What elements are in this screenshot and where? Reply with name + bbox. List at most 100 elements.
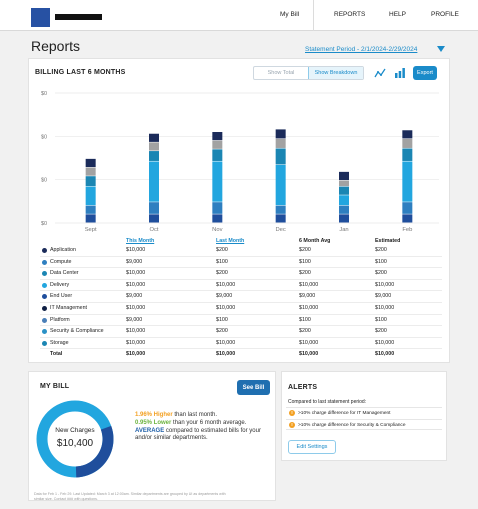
row-label: Application <box>50 247 76 253</box>
nav-reports[interactable]: REPORTS <box>334 11 366 18</box>
statement-period-selector[interactable]: Statement Period - 2/1/2024-2/29/2024 <box>305 46 418 53</box>
bar-segment <box>402 161 413 202</box>
bar-segment <box>339 180 349 187</box>
alerts-card: ALERTS Compared to last statement period… <box>281 371 447 461</box>
y-tick-label: $0 <box>41 91 47 97</box>
top-nav-bar: My Bill REPORTS HELP PROFILE <box>0 0 478 31</box>
row-label: IT Management <box>50 304 88 311</box>
table-header-row: This Month Last Month 6 Month Avg Estima… <box>40 236 442 245</box>
legend-dot <box>42 305 47 311</box>
alerts-title: ALERTS <box>288 384 318 391</box>
row-label: Data Center <box>50 270 79 277</box>
alert-item[interactable]: ! >10% charge difference for IT Manageme… <box>286 407 442 418</box>
row-label: End User <box>50 293 73 300</box>
bar-segment <box>85 186 96 206</box>
legend-dot <box>42 340 47 346</box>
header-estimated: Estimated <box>375 238 401 244</box>
comparison-average: AVERAGE compared to estimated bills for … <box>135 428 261 442</box>
cell-estimated: $100 <box>375 258 387 265</box>
cell-6-month-avg: $200 <box>299 270 311 277</box>
total-estimated: $10,000 <box>375 351 395 358</box>
table-row: End User $9,000 $9,000 $9,000 $9,000 <box>40 291 442 303</box>
table-row: Delivery $10,000 $10,000 $10,000 $10,000 <box>40 280 442 292</box>
view-toggle: Show Total Show Breakdown <box>253 66 364 80</box>
company-logo[interactable] <box>31 8 50 27</box>
alert-item[interactable]: ! >10% charge difference for Security & … <box>286 419 442 430</box>
cell-estimated: $200 <box>375 270 387 277</box>
see-bill-button[interactable]: See Bill <box>237 380 270 395</box>
my-bill-title: MY BILL <box>40 383 70 390</box>
cell-6-month-avg: $9,000 <box>299 293 316 300</box>
table-row: Compute $9,000 $100 $100 $100 <box>40 257 442 269</box>
bar-segment <box>212 161 223 202</box>
x-tick-label: Sept <box>85 227 97 233</box>
show-breakdown-button[interactable]: Show Breakdown <box>308 67 363 79</box>
cell-this-month: $10,000 <box>126 339 146 346</box>
bar-segment <box>275 164 286 206</box>
header-last-month[interactable]: Last Month <box>216 238 245 244</box>
line-chart-icon[interactable] <box>374 67 386 79</box>
billing-bar-chart: $0 $0 $0 $0 Sept Oct Nov Dec Jan Feb <box>41 91 439 233</box>
page-title: Reports <box>31 38 81 54</box>
y-tick-label: $0 <box>41 178 47 184</box>
y-tick-label: $0 <box>41 134 47 140</box>
bar-segment <box>275 129 286 139</box>
cell-this-month: $10,000 <box>126 328 146 335</box>
bar-segment <box>212 149 223 161</box>
bar-segment <box>339 186 349 195</box>
header-this-month[interactable]: This Month <box>126 238 155 244</box>
bar-segment <box>149 161 159 202</box>
cell-last-month: $200 <box>216 270 228 277</box>
bar-segment <box>212 214 223 223</box>
cell-this-month: $9,000 <box>126 316 143 323</box>
bar-segment <box>339 205 349 214</box>
total-last-month: $10,000 <box>216 351 236 358</box>
comparison-lower: 0.95% Lower than your 6 month average. <box>135 420 247 426</box>
bar-chart-icon[interactable] <box>394 67 406 79</box>
bar-segment <box>212 202 223 214</box>
show-total-button[interactable]: Show Total <box>267 70 295 76</box>
legend-dot <box>42 259 47 265</box>
x-tick-label: Oct <box>149 227 158 233</box>
x-tick-label: Jan <box>339 227 348 233</box>
chevron-down-icon[interactable] <box>437 46 445 52</box>
bar-segment <box>275 138 286 148</box>
bar-segment <box>85 167 96 176</box>
cell-last-month: $100 <box>216 258 228 265</box>
cell-this-month: $9,000 <box>126 258 143 265</box>
table-row: Data Center $10,000 $200 $200 $200 <box>40 268 442 280</box>
warning-icon: ! <box>289 422 295 428</box>
company-name-redacted <box>55 14 102 20</box>
bar-segment <box>85 205 96 214</box>
y-tick-label: $0 <box>41 221 47 227</box>
total-this-month: $10,000 <box>126 351 146 358</box>
bar-segment <box>212 140 223 149</box>
edit-settings-button[interactable]: Edit Settings <box>288 440 336 454</box>
legend-dot <box>42 294 47 300</box>
comparison-higher: 1.96% Higher than last month. <box>135 412 218 418</box>
alerts-subtitle: Compared to last statement period: <box>288 399 367 405</box>
cell-estimated: $10,000 <box>375 304 395 311</box>
nav-my-bill[interactable]: My Bill <box>280 11 300 18</box>
bar-segment <box>339 195 349 206</box>
cell-this-month: $10,000 <box>126 304 146 311</box>
cell-last-month: $9,000 <box>216 293 233 300</box>
bar-segment <box>402 130 413 139</box>
billing-card: BILLING LAST 6 MONTHS Show Total Show Br… <box>28 58 450 363</box>
bar-segment <box>402 148 413 161</box>
row-label: Compute <box>50 258 72 265</box>
donut-segment-dark <box>36 400 114 478</box>
table-row: Security & Compliance $10,000 $200 $200 $200 <box>40 326 442 338</box>
x-tick-label: Dec <box>276 227 286 233</box>
nav-profile[interactable]: PROFILE <box>431 11 459 18</box>
bar-segment <box>402 214 413 223</box>
bar-segment <box>149 142 159 151</box>
bill-footnote: Data for Feb 1 - Feb 29. Last Updated: M… <box>34 492 226 501</box>
cell-this-month: $10,000 <box>126 247 146 253</box>
table-row: Platform $9,000 $100 $100 $100 <box>40 315 442 327</box>
donut-chart <box>36 400 114 478</box>
nav-help[interactable]: HELP <box>389 11 406 18</box>
export-button[interactable]: Export <box>413 66 437 80</box>
legend-dot <box>42 282 47 288</box>
total-label: Total <box>50 351 63 358</box>
